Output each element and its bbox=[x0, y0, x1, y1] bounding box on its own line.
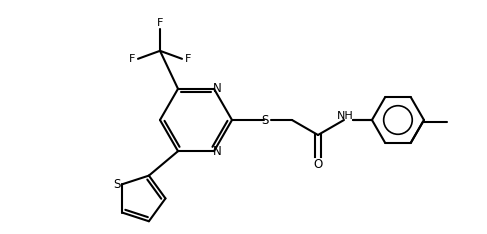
Text: F: F bbox=[129, 54, 135, 64]
Text: NH: NH bbox=[337, 111, 354, 121]
Text: F: F bbox=[157, 18, 163, 28]
Text: F: F bbox=[185, 54, 191, 64]
Text: S: S bbox=[262, 113, 269, 127]
Text: N: N bbox=[213, 145, 222, 158]
Text: N: N bbox=[213, 82, 222, 95]
Text: O: O bbox=[313, 157, 322, 171]
Text: S: S bbox=[113, 178, 121, 191]
